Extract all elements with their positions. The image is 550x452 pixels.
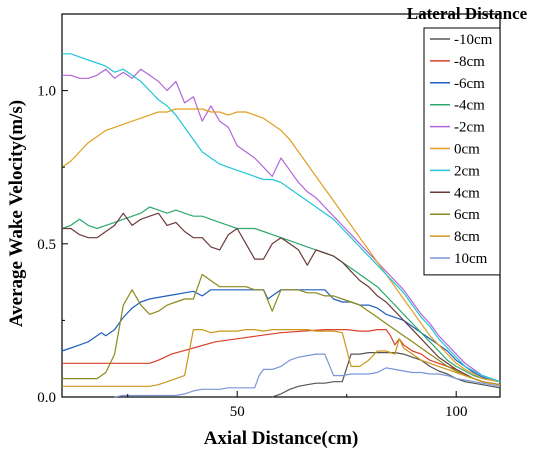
legend-label--6cm: -6cm (454, 76, 485, 92)
legend-label-8cm: 8cm (454, 229, 480, 245)
y-tick-label: 0.5 (37, 237, 56, 253)
legend-label--8cm: -8cm (454, 54, 485, 70)
x-tick-label: 100 (445, 404, 468, 420)
legend-title: Lateral Distance (407, 4, 528, 23)
legend-box (423, 27, 501, 276)
legend-label--4cm: -4cm (454, 98, 485, 114)
series-line-2cm (62, 53, 501, 383)
legend-label-4cm: 4cm (454, 185, 480, 201)
legend-label-2cm: 2cm (454, 163, 480, 179)
series-line--6cm (61, 289, 501, 383)
legend-label-10cm: 10cm (454, 251, 488, 267)
legend: Lateral Distance -10cm -8cm -6cm -4cm -2cm 0c… (407, 4, 528, 276)
legend-label-0cm: 0cm (454, 142, 480, 158)
axes: 50 100 0.0 0.5 1.0 (37, 84, 467, 420)
series-line-4cm (62, 212, 501, 386)
series-line--2cm (62, 68, 501, 383)
series-lines (61, 53, 501, 398)
legend-label-6cm: 6cm (454, 207, 480, 223)
x-axis-title: Axial Distance(cm) (204, 428, 359, 449)
series-line-8cm (62, 329, 501, 387)
series-line-10cm (114, 353, 501, 398)
y-tick-label: 0.0 (37, 390, 56, 406)
y-axis-title: Average Wake Velocity(m/s) (6, 100, 27, 327)
y-tick-label: 1.0 (37, 84, 56, 100)
legend-label--10cm: -10cm (454, 32, 493, 48)
series-line-6cm (62, 273, 501, 386)
series-line-0cm (61, 108, 501, 383)
series-line--10cm (272, 352, 501, 398)
legend-label--2cm: -2cm (454, 120, 485, 136)
x-tick-label: 50 (230, 404, 245, 420)
